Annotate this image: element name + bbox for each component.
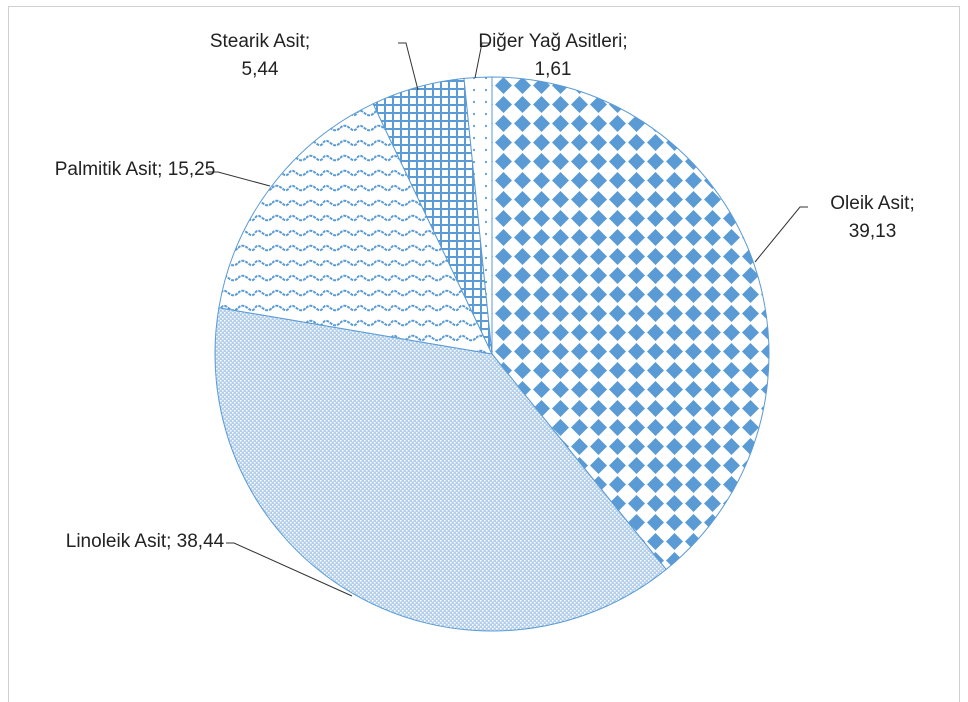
label-value: 1,61 xyxy=(534,59,572,80)
leader-line xyxy=(754,206,808,263)
label-category: Stearik Asit xyxy=(209,31,305,52)
data-label: Linoleik Asit; 38,44 xyxy=(60,528,230,556)
data-label: Diğer Yağ Asitleri; 1,61 xyxy=(478,28,628,84)
label-value: 39,13 xyxy=(848,221,897,242)
leader-line xyxy=(474,42,490,79)
pie-slice xyxy=(214,307,667,632)
leader-line xyxy=(226,542,353,597)
label-value: 38,44 xyxy=(176,531,225,552)
data-label: Oleik Asit; 39,13 xyxy=(810,190,935,246)
label-separator: ; xyxy=(622,31,628,52)
data-label: Palmitik Asit; 15,25 xyxy=(40,156,230,184)
label-category: Oleik Asit xyxy=(830,193,910,214)
leader-line xyxy=(398,42,419,91)
pie-slice xyxy=(491,76,770,571)
label-separator: ; xyxy=(166,531,172,552)
frame xyxy=(8,6,960,702)
label-value: 5,44 xyxy=(241,59,279,80)
label-separator: ; xyxy=(157,159,163,180)
data-label: Stearik Asit; 5,44 xyxy=(195,28,325,84)
label-category: Palmitik Asit xyxy=(54,159,158,180)
leader-line xyxy=(208,171,271,187)
label-separator: ; xyxy=(304,31,311,52)
label-value: 15,25 xyxy=(167,159,216,180)
label-category: Diğer Yağ Asitleri xyxy=(478,31,623,52)
pie-slice xyxy=(463,76,493,355)
pie-slice xyxy=(218,103,493,355)
label-category: Linoleik Asit xyxy=(65,531,167,552)
label-separator: ; xyxy=(909,193,915,214)
